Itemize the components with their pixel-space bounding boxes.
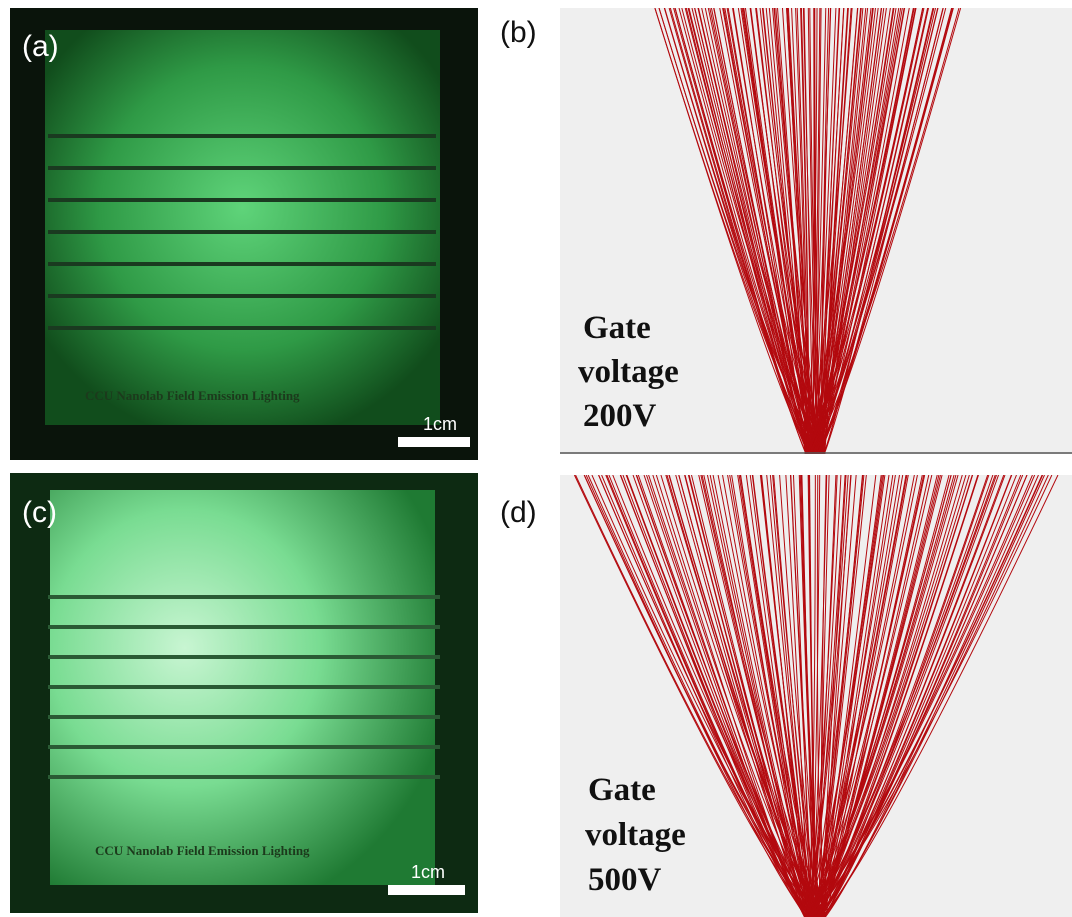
- photo-c: CCU Nanolab Field Emission Lighting 1cm …: [10, 473, 478, 913]
- annotation: 200V: [583, 398, 657, 434]
- figure: CCU Nanolab Field Emission Lighting 1cm …: [0, 0, 1072, 917]
- panel-label: (d): [500, 496, 537, 529]
- photo-a: CCU Nanolab Field Emission Lighting 1cm …: [10, 8, 478, 460]
- photo-caption: CCU Nanolab Field Emission Lighting: [95, 843, 310, 858]
- annotation: voltage: [578, 354, 679, 390]
- annotation: Gate: [583, 310, 651, 346]
- scale-bar: [398, 437, 470, 447]
- annotation: voltage: [585, 817, 686, 853]
- annotation: Gate: [588, 772, 656, 808]
- simulation-d: (d) Gate voltage 500V: [500, 475, 1072, 917]
- panel-label: (b): [500, 16, 537, 49]
- panel-label: (a): [22, 30, 59, 63]
- annotation: 500V: [588, 862, 662, 898]
- simulation-b: (b) Gate voltage 200V: [500, 8, 1072, 454]
- scale-bar: [388, 885, 465, 895]
- scale-bar-label: 1cm: [411, 862, 445, 882]
- scale-bar-label: 1cm: [423, 414, 457, 434]
- page: CCU Nanolab Field Emission Lighting 1cm …: [0, 0, 1072, 917]
- panel-label: (c): [22, 496, 57, 529]
- photo-caption: CCU Nanolab Field Emission Lighting: [85, 388, 300, 403]
